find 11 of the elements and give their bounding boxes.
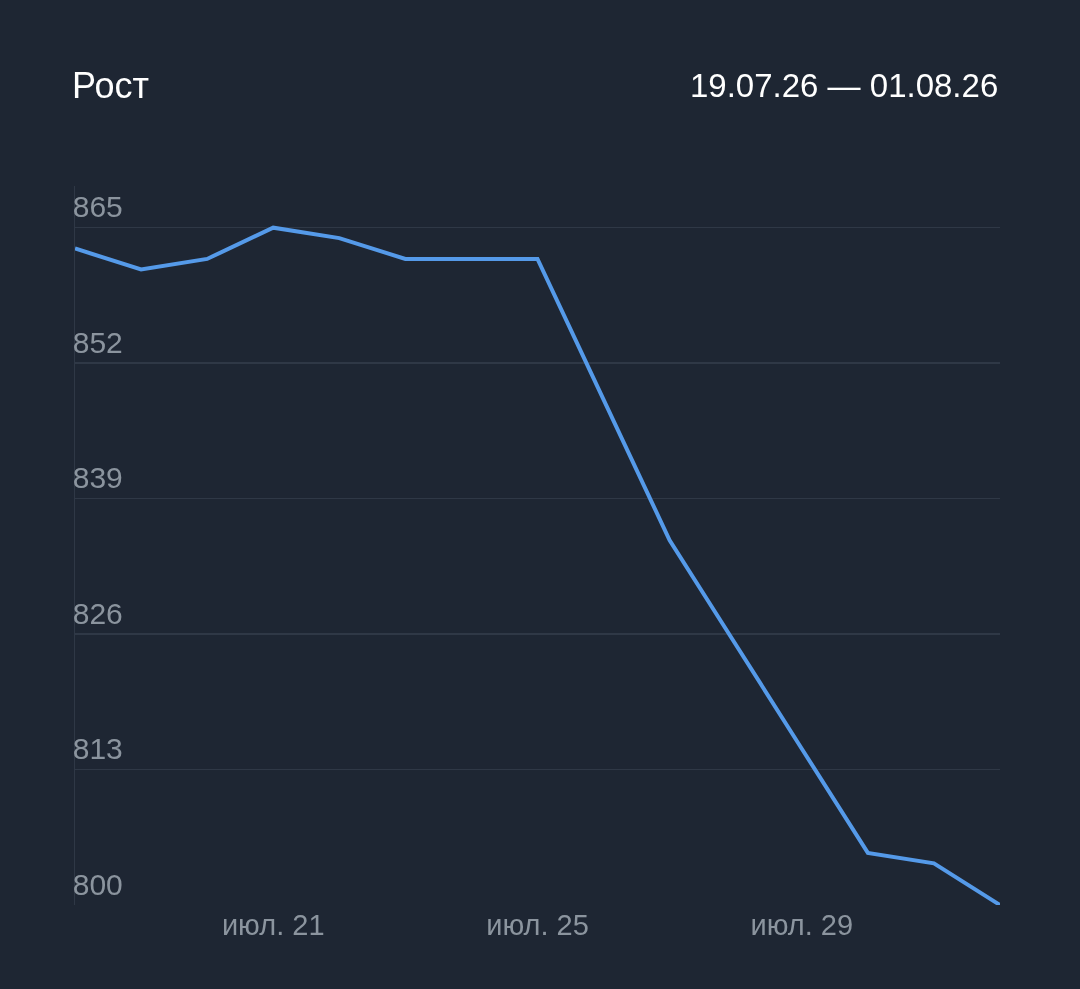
y-tick-label: 813 [72, 732, 123, 766]
y-tick-label: 800 [72, 867, 123, 901]
x-tick-label: июл. 29 [750, 909, 854, 941]
chart-title: Рост [72, 65, 149, 106]
y-tick-label: 826 [72, 596, 123, 630]
y-tick-label: 839 [72, 461, 123, 495]
y-tick-label: 852 [72, 325, 123, 359]
x-tick-label: июл. 21 [221, 909, 325, 941]
x-tick-label: июл. 25 [486, 909, 589, 941]
chart-subtitle: 19.07.26 — 01.08.26 [690, 67, 999, 104]
y-tick-label: 865 [72, 190, 123, 224]
